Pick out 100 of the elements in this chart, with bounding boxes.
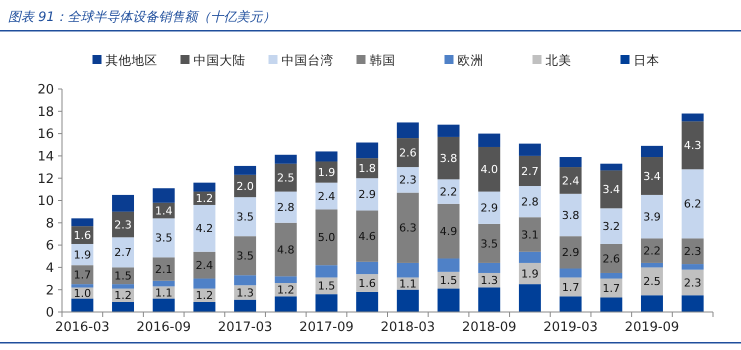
bar xyxy=(560,194,582,236)
bar xyxy=(356,262,378,274)
bar xyxy=(152,188,175,203)
bar xyxy=(152,257,175,281)
y-tick-label: 8 xyxy=(46,216,54,232)
legend-label: 韩国 xyxy=(370,52,396,68)
y-tick-label: 16 xyxy=(37,127,54,142)
bar xyxy=(274,296,297,312)
bar xyxy=(234,275,256,286)
bar xyxy=(640,238,663,263)
x-tick-label: 2018-03 xyxy=(380,320,436,335)
bar xyxy=(356,142,378,158)
bar xyxy=(396,167,419,193)
bar xyxy=(438,258,460,272)
bar xyxy=(356,178,378,211)
data-label: 4.2 xyxy=(196,222,214,236)
bar xyxy=(682,114,704,122)
bar xyxy=(315,182,338,210)
bar xyxy=(518,144,541,156)
bar xyxy=(234,166,256,175)
bar xyxy=(518,252,541,263)
data-label: 2.8 xyxy=(277,201,295,214)
bar xyxy=(438,124,460,137)
bar xyxy=(274,222,297,276)
bar xyxy=(396,290,419,312)
data-label: 2.5 xyxy=(643,275,661,288)
legend-label: 欧洲 xyxy=(458,52,484,68)
bar xyxy=(560,296,582,312)
data-label: 1.7 xyxy=(74,268,92,282)
data-label: 2.2 xyxy=(440,185,458,198)
bar xyxy=(560,236,582,269)
bar xyxy=(274,276,297,284)
legend-label: 其他地区 xyxy=(106,52,158,68)
bar xyxy=(152,298,175,312)
data-label: 1.2 xyxy=(277,284,295,297)
data-label: 2.6 xyxy=(399,146,417,160)
data-label: 4.9 xyxy=(440,225,458,238)
bar xyxy=(234,236,256,276)
y-tick-label: 14 xyxy=(37,149,54,164)
data-label: 2.3 xyxy=(114,218,132,232)
bar xyxy=(518,186,541,218)
bar xyxy=(71,265,94,284)
bar xyxy=(274,154,297,164)
bar xyxy=(193,252,216,279)
bar xyxy=(112,284,134,289)
chart-title: 图表 91：全球半导体设备销售额（十亿美元） xyxy=(8,9,276,25)
bar xyxy=(640,194,663,238)
bar xyxy=(640,262,663,268)
bar xyxy=(112,212,134,238)
bar xyxy=(438,288,460,312)
x-tick-label: 2019-09 xyxy=(624,320,680,335)
data-label: 3.9 xyxy=(643,210,661,224)
y-tick-label: 0 xyxy=(46,306,54,321)
bar xyxy=(518,284,541,312)
bar xyxy=(600,278,622,298)
data-label: 4.0 xyxy=(480,163,498,176)
data-label: 1.7 xyxy=(602,282,620,295)
bar xyxy=(71,298,94,312)
bar xyxy=(478,192,500,224)
bar xyxy=(152,218,175,258)
bar xyxy=(518,217,541,252)
bar xyxy=(112,194,134,212)
data-label: 2.8 xyxy=(521,195,539,208)
data-label: 3.1 xyxy=(521,228,539,242)
data-label: 1.9 xyxy=(74,248,92,262)
bar xyxy=(112,237,134,268)
data-label: 1.5 xyxy=(114,270,132,283)
bar xyxy=(518,156,541,186)
bar xyxy=(112,302,134,312)
data-label: 3.4 xyxy=(602,183,620,196)
data-label: 5.0 xyxy=(318,231,336,244)
bar xyxy=(274,164,297,192)
data-label: 1.7 xyxy=(562,280,580,294)
data-label: 1.6 xyxy=(358,276,376,290)
bar xyxy=(682,238,704,264)
data-label: 2.3 xyxy=(399,174,417,187)
data-label: 3.5 xyxy=(154,232,172,245)
bar xyxy=(396,262,419,278)
data-label: 1.8 xyxy=(358,162,376,176)
y-tick-label: 12 xyxy=(37,172,54,187)
x-tick-label: 2019-03 xyxy=(543,320,598,335)
data-label: 2.4 xyxy=(562,174,580,188)
data-label: 2.9 xyxy=(480,202,498,215)
bar xyxy=(682,295,704,312)
bar xyxy=(152,280,175,286)
bar xyxy=(356,210,378,262)
bar xyxy=(478,134,500,147)
legend-label: 中国大陆 xyxy=(194,52,246,68)
data-label: 1.2 xyxy=(196,192,214,206)
data-label: 3.5 xyxy=(236,250,254,263)
bar xyxy=(600,208,622,244)
bar xyxy=(438,204,460,258)
bar xyxy=(396,122,419,138)
x-tick-label: 2016-03 xyxy=(55,320,110,335)
bar xyxy=(438,179,460,204)
bar xyxy=(478,287,500,312)
data-label: 1.9 xyxy=(521,267,539,280)
bar xyxy=(193,182,216,192)
data-label: 2.9 xyxy=(358,188,376,202)
bar xyxy=(560,277,582,296)
